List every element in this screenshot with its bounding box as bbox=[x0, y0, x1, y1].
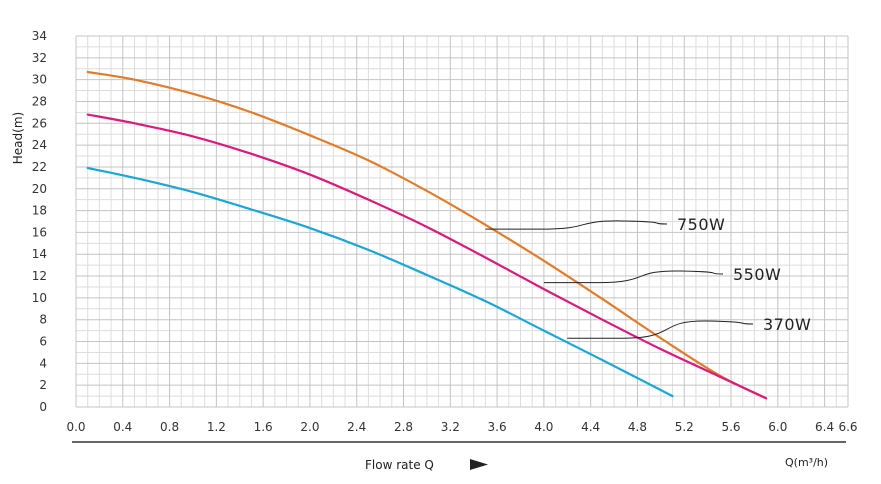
y-tick-label: 30 bbox=[32, 73, 47, 87]
series-line-370w bbox=[86, 166, 674, 398]
x-axis-unit: Q(m³/h) bbox=[785, 456, 828, 469]
y-tick-label: 0 bbox=[39, 400, 47, 414]
grid-minor bbox=[76, 36, 848, 407]
x-tick-label: 1.2 bbox=[207, 420, 226, 434]
series-line-550w bbox=[86, 113, 768, 400]
y-tick-label: 6 bbox=[39, 335, 47, 349]
y-tick-label: 32 bbox=[32, 51, 47, 65]
x-tick-label: 4.8 bbox=[628, 420, 647, 434]
x-tick-label: 0.0 bbox=[66, 420, 85, 434]
x-tick-label: 5.2 bbox=[675, 420, 694, 434]
series-label-370w: 370W bbox=[763, 315, 811, 334]
x-tick-label: 2.4 bbox=[347, 420, 366, 434]
y-tick-label: 16 bbox=[32, 225, 47, 239]
leader-line-370w bbox=[567, 320, 754, 339]
y-tick-label: 26 bbox=[32, 116, 47, 130]
x-tick-label: 3.2 bbox=[441, 420, 460, 434]
y-tick-label: 28 bbox=[32, 94, 47, 108]
y-tick-label: 4 bbox=[39, 356, 47, 370]
x-tick-label: 0.4 bbox=[113, 420, 132, 434]
y-tick-label: 22 bbox=[32, 160, 47, 174]
x-tick-label: 4.0 bbox=[534, 420, 553, 434]
y-tick-label: 2 bbox=[39, 378, 47, 392]
series-line-750w bbox=[86, 70, 768, 400]
series-label-550w: 550W bbox=[733, 265, 781, 284]
y-axis-title: Head(m) bbox=[11, 112, 25, 164]
y-tick-label: 34 bbox=[32, 29, 47, 43]
leader-line-550w bbox=[543, 270, 724, 284]
series-layer bbox=[86, 70, 768, 400]
y-tick-label: 14 bbox=[32, 247, 47, 261]
x-tick-label: 2.0 bbox=[300, 420, 319, 434]
y-tick-label: 20 bbox=[32, 182, 47, 196]
y-tick-label: 8 bbox=[39, 313, 47, 327]
x-tick-labels: 0.0 0.4 0.8 1.2 1.6 2.0 2.4 2.8 3.2 3.6 4.0 4.4 4.8 5… bbox=[66, 420, 857, 434]
grid-major bbox=[75, 35, 849, 408]
y-tick-label: 18 bbox=[32, 204, 47, 218]
x-tick-label: 5.6 bbox=[721, 420, 740, 434]
x-tick-label: 1.6 bbox=[254, 420, 273, 434]
x-tick-label: 4.4 bbox=[581, 420, 600, 434]
leader-line-750w bbox=[485, 220, 668, 230]
series-label-750w: 750W bbox=[677, 215, 725, 234]
x-tick-label: 6.0 bbox=[768, 420, 787, 434]
x-tick-label: 6.4 bbox=[815, 420, 834, 434]
x-tick-label: 3.6 bbox=[488, 420, 507, 434]
x-tick-label: 2.8 bbox=[394, 420, 413, 434]
arrow-right-icon bbox=[470, 459, 488, 470]
y-tick-label: 10 bbox=[32, 291, 47, 305]
x-tick-label: 0.8 bbox=[160, 420, 179, 434]
y-tick-label: 24 bbox=[32, 138, 47, 152]
y-tick-label: 12 bbox=[32, 269, 47, 283]
annotation-layer: 750W 550W 370W bbox=[485, 215, 811, 339]
x-axis-title: Flow rate Q bbox=[365, 458, 434, 472]
x-tick-label: 6.6 bbox=[838, 420, 857, 434]
